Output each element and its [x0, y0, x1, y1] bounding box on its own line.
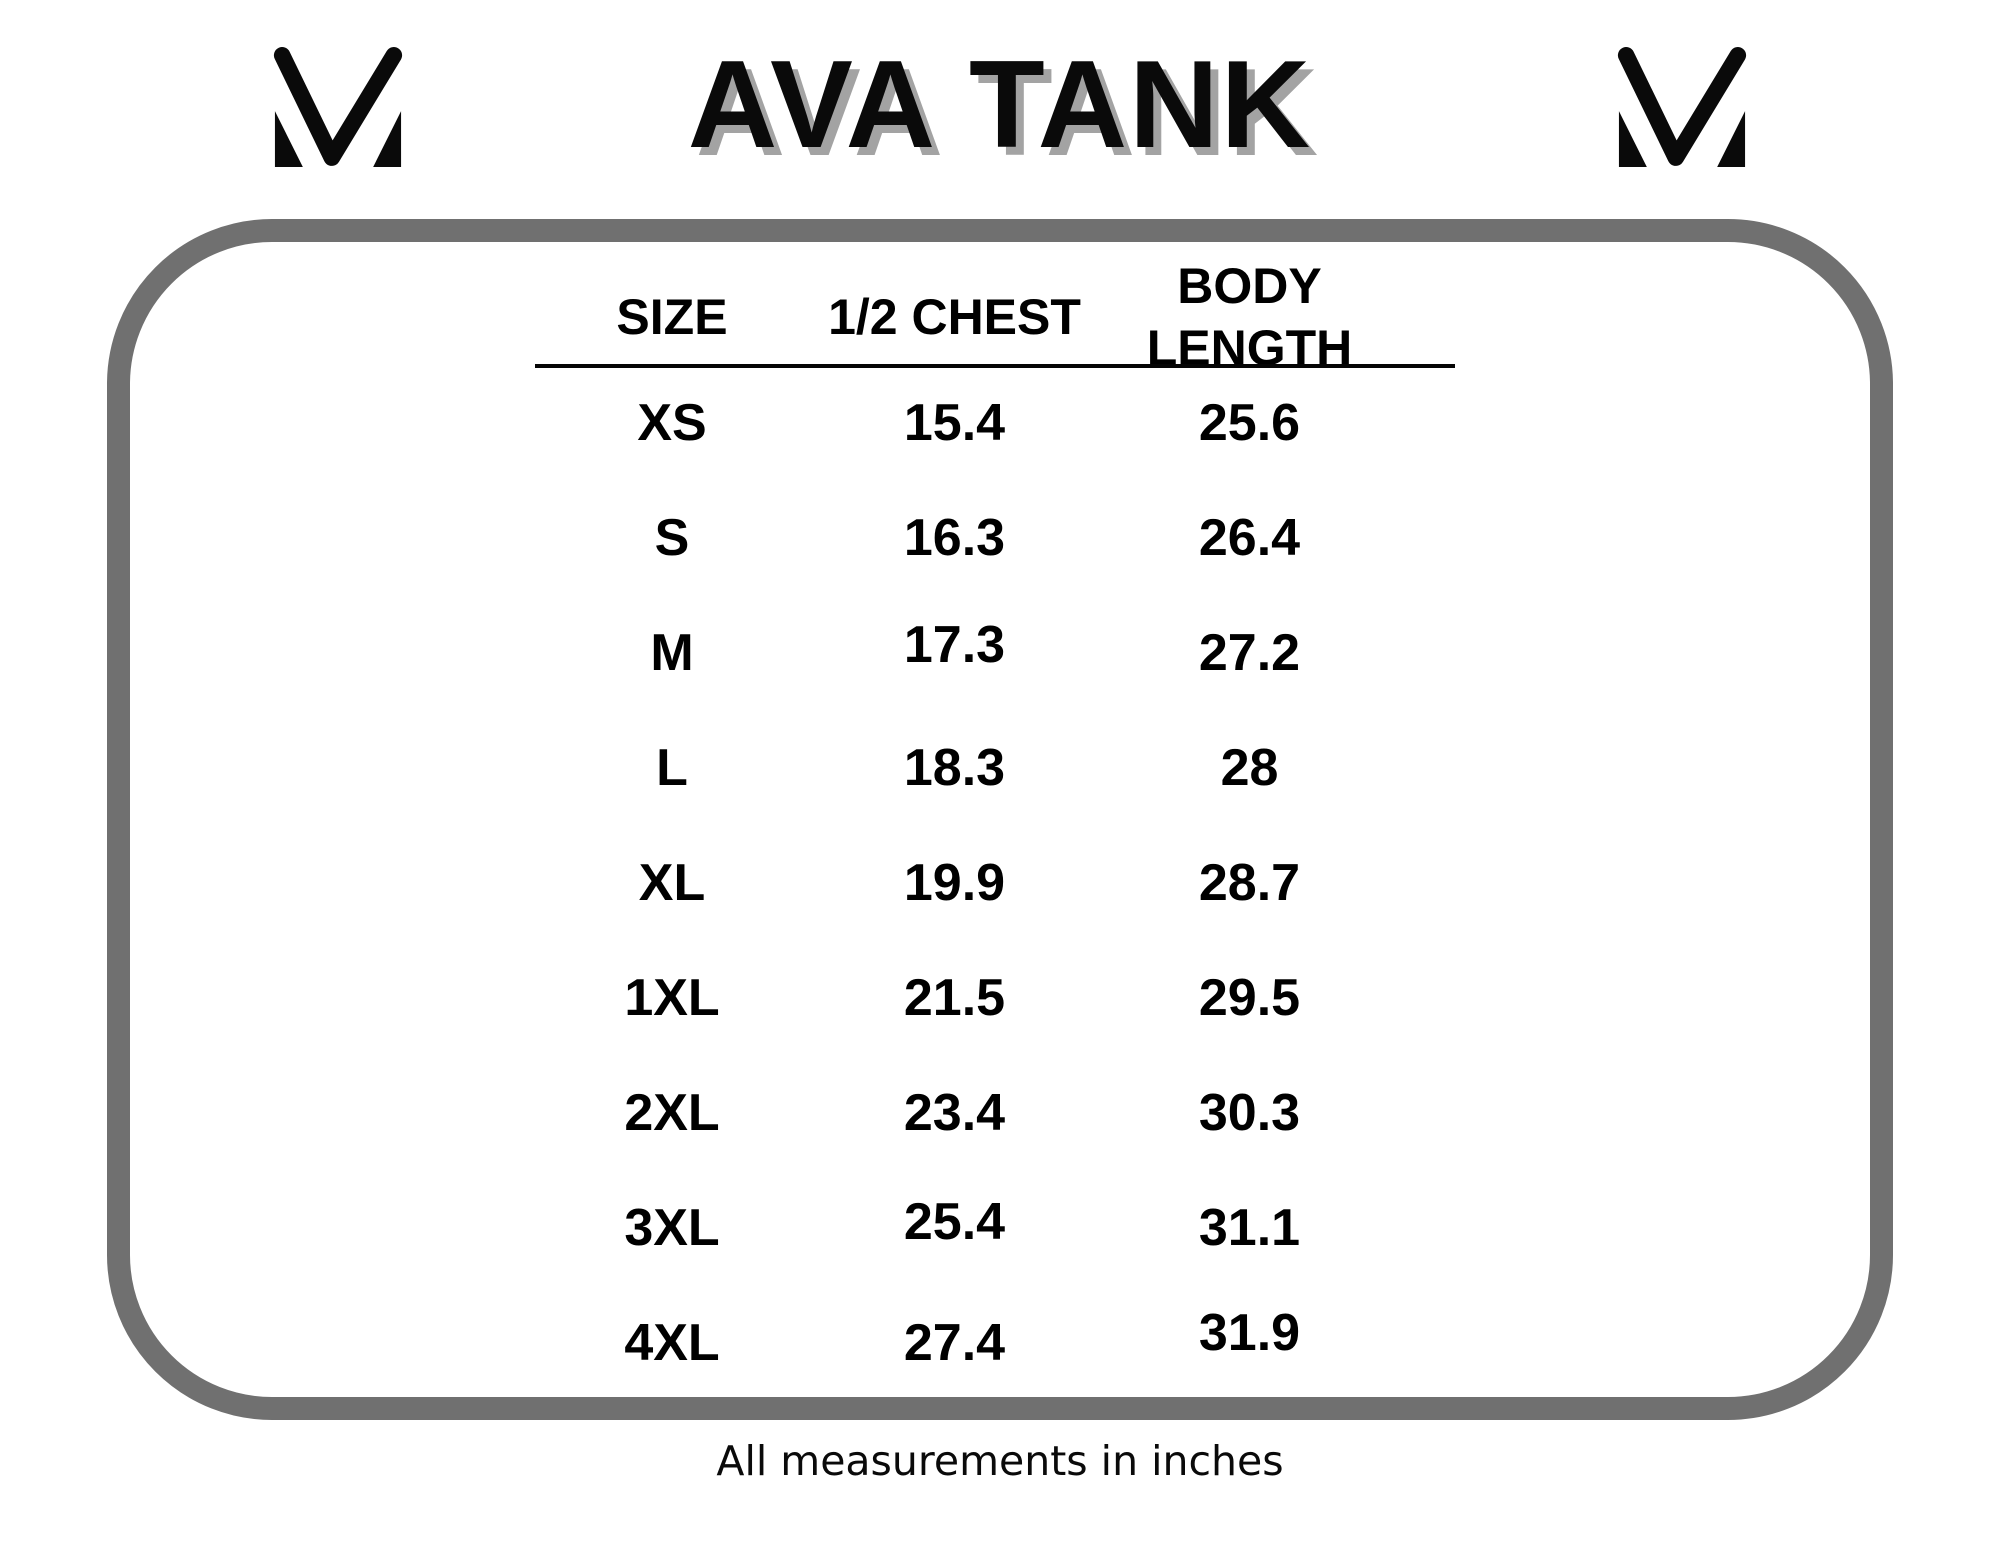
half-chest-cell: 21.5 [903, 968, 1006, 1027]
size-cell: XS [637, 393, 707, 452]
rounded-border-frame [107, 219, 1893, 1420]
half-chest-cell: 17.3 [903, 615, 1006, 674]
table-row: M 17.3 27.2 [532, 595, 1402, 710]
half-chest-cell: 16.3 [903, 508, 1006, 567]
half-chest-cell: 27.4 [903, 1313, 1006, 1372]
table-row: XS 15.4 25.6 [532, 365, 1402, 480]
body-length-cell: 31.9 [1198, 1303, 1301, 1362]
half-chest-cell: 25.4 [903, 1192, 1006, 1251]
body-length-cell: 27.2 [1198, 623, 1301, 682]
half-chest-cell: 19.9 [903, 853, 1006, 912]
table-row: S 16.3 26.4 [532, 480, 1402, 595]
table-row: 3XL 25.4 31.1 [532, 1170, 1402, 1285]
size-cell: 1XL [624, 968, 720, 1027]
size-cell: L [656, 738, 688, 797]
size-cell: 3XL [624, 1198, 720, 1257]
size-cell: XL [638, 853, 706, 912]
size-cell: 2XL [624, 1083, 720, 1142]
half-chest-cell: 15.4 [903, 393, 1006, 452]
size-cell: S [654, 508, 690, 567]
size-cell: M [650, 623, 694, 682]
body-length-cell: 26.4 [1198, 508, 1301, 567]
body-length-cell: 31.1 [1198, 1198, 1301, 1257]
table-row: XL 19.9 28.7 [532, 825, 1402, 940]
half-chest-cell: 23.4 [903, 1083, 1006, 1142]
half-chest-cell: 18.3 [903, 738, 1006, 797]
table-row: L 18.3 28 [532, 710, 1402, 825]
column-header-body-length: BODY LENGTH [1146, 258, 1353, 376]
page-title: AVA TANK [687, 36, 1313, 174]
table-header-row: SIZE 1/2 CHEST BODY LENGTH [532, 255, 1402, 376]
body-length-cell: 28 [1220, 738, 1279, 797]
header-divider-line [535, 364, 1455, 368]
body-length-cell: 29.5 [1198, 968, 1301, 1027]
table-row: 2XL 23.4 30.3 [532, 1055, 1402, 1170]
body-length-cell: 30.3 [1198, 1083, 1301, 1142]
table-row: 4XL 27.4 31.9 [532, 1285, 1402, 1400]
size-table: XS 15.4 25.6 S 16.3 26.4 M 17.3 27.2 L 1… [532, 365, 1402, 1400]
column-header-size: SIZE [616, 289, 728, 345]
mv-logo-icon [1612, 46, 1752, 168]
mv-logo-icon [268, 46, 408, 168]
body-length-cell: 28.7 [1198, 853, 1301, 912]
body-length-cell: 25.6 [1198, 393, 1301, 452]
size-cell: 4XL [624, 1313, 720, 1372]
measurements-note: All measurements in inches [716, 1437, 1284, 1485]
column-header-half-chest: 1/2 CHEST [828, 289, 1081, 345]
table-row: 1XL 21.5 29.5 [532, 940, 1402, 1055]
